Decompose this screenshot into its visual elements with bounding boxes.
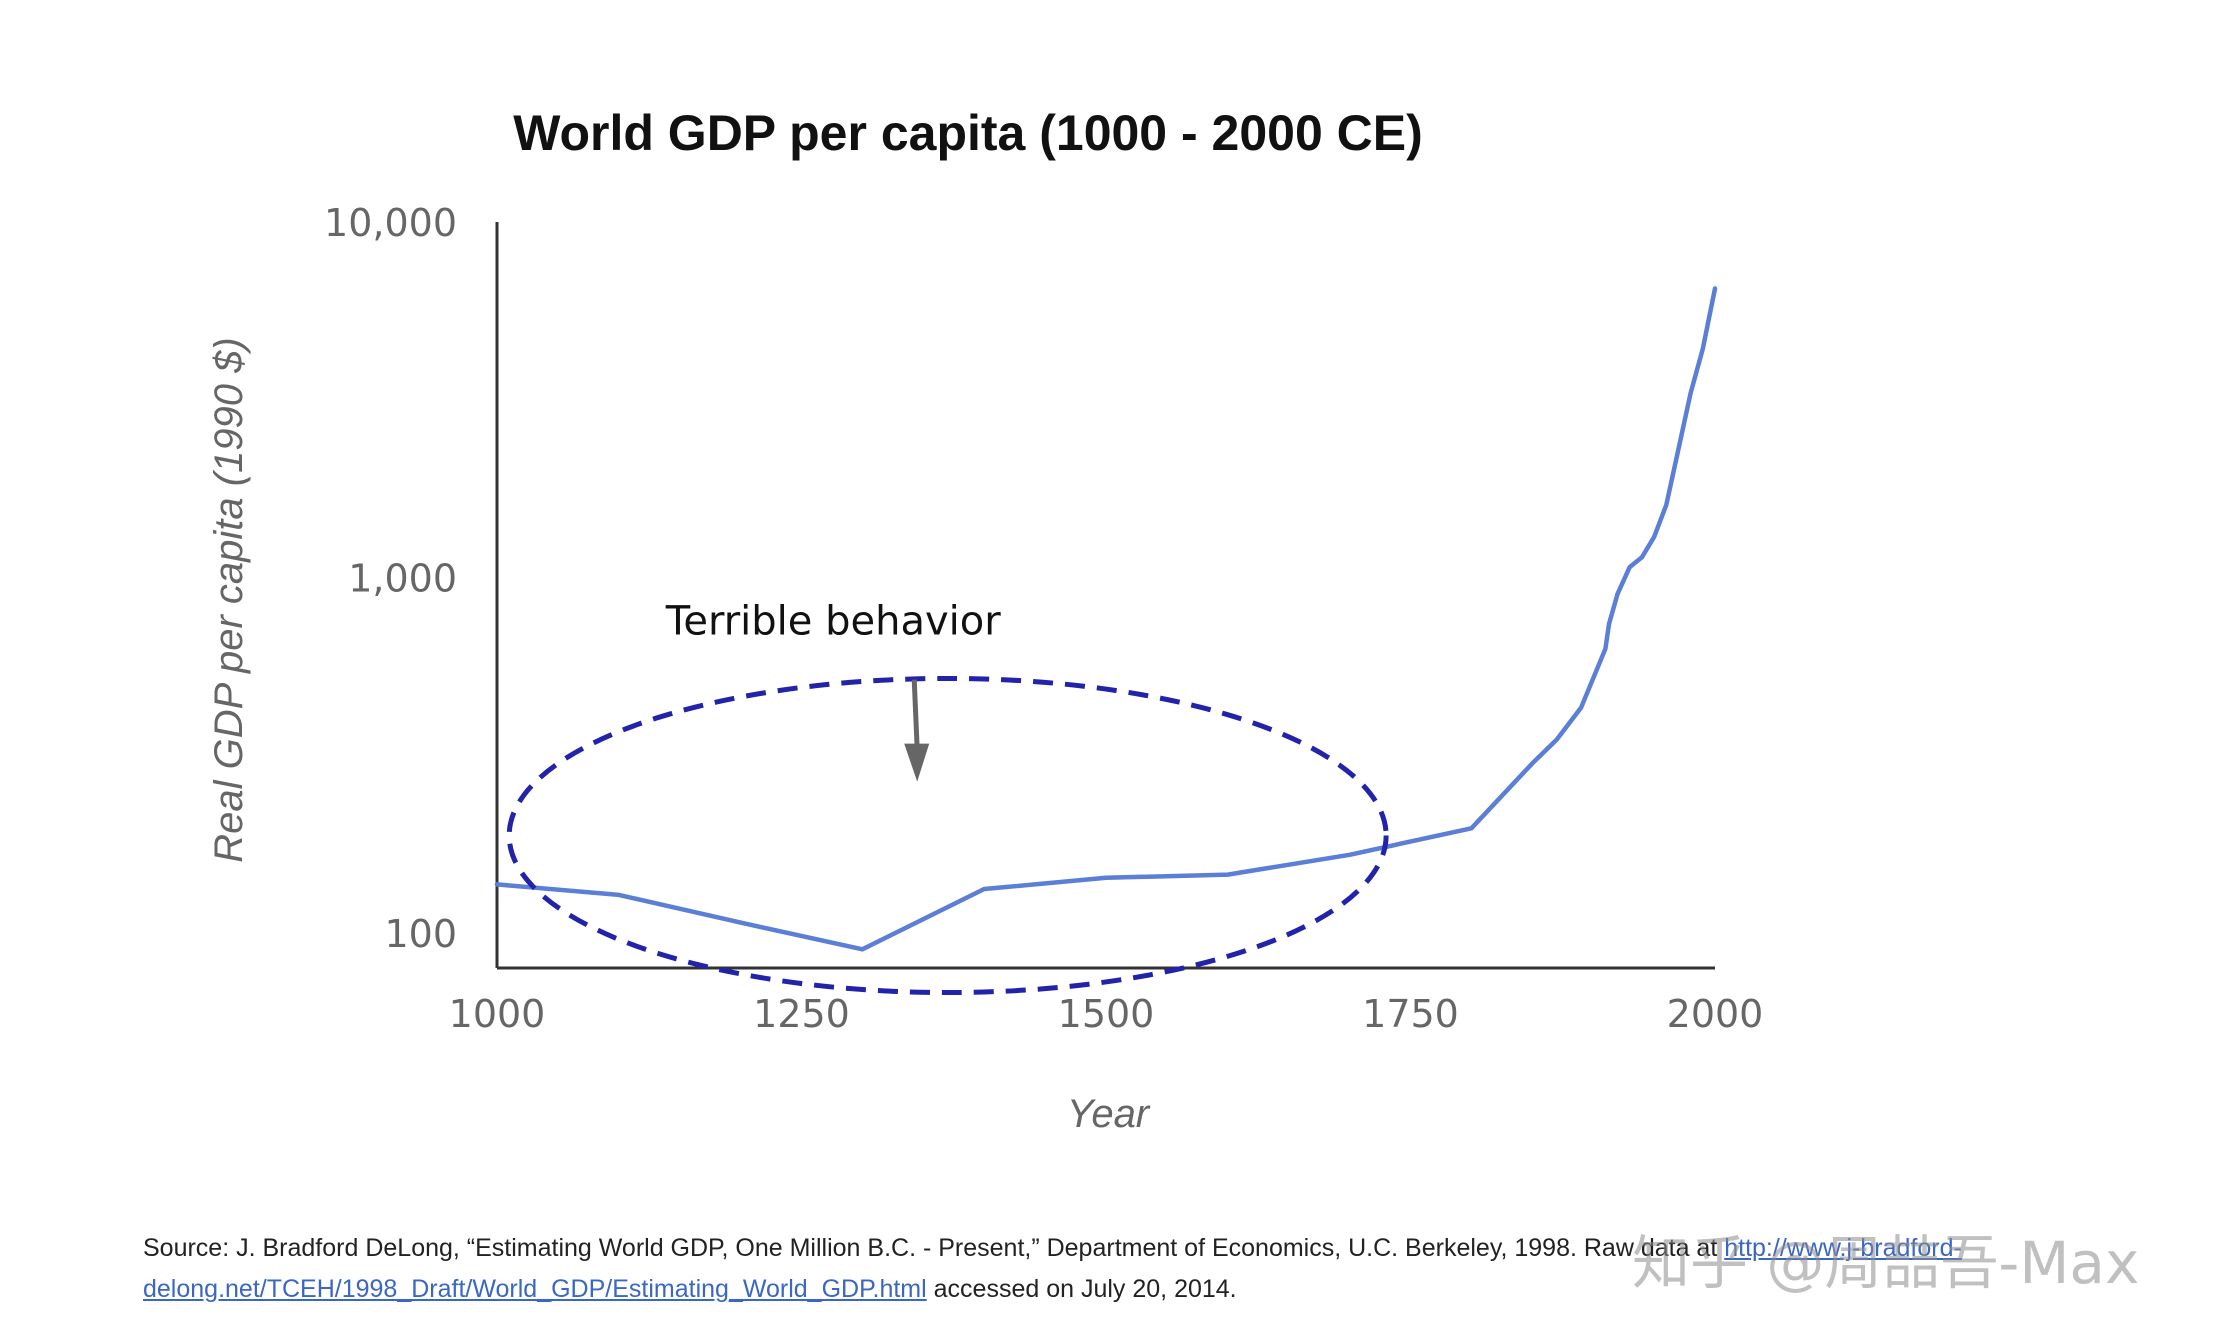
annotation-ellipse (506, 675, 1389, 996)
x-tick-label: 1750 (1362, 992, 1459, 1036)
series-line (494, 286, 1718, 952)
y-tick-label: 1,000 (348, 557, 457, 601)
annotation-arrow-shaft (911, 679, 920, 750)
series (494, 286, 1718, 952)
x-axis-title: Year (1067, 1092, 1151, 1136)
source-citation: Source: J. Bradford DeLong, “Estimating … (143, 1228, 2163, 1310)
source-accessed: accessed on July 20, 2014. (926, 1275, 1237, 1303)
source-text: Source: J. Bradford DeLong, “Estimating … (143, 1234, 1725, 1262)
y-tick-label: 100 (384, 912, 457, 956)
annotation-arrowhead (904, 743, 930, 782)
y-axis-title: Real GDP per capita (1990 $) (207, 337, 251, 862)
x-tick-label: 1000 (449, 992, 546, 1036)
x-ticks: 1000 1250 1500 1750 2000 (449, 992, 1764, 1036)
x-tick-label: 1500 (1058, 992, 1155, 1036)
x-tick-label: 2000 (1667, 992, 1764, 1036)
chart: World GDP per capita (1000 - 2000 CE) 10… (207, 105, 1764, 1136)
axes (495, 222, 1715, 970)
y-tick-label: 10,000 (324, 201, 457, 245)
chart-title: World GDP per capita (1000 - 2000 CE) (513, 105, 1423, 161)
watermark: 知乎 @周喆吾-Max (1632, 1229, 2140, 1297)
x-tick-label: 1250 (753, 992, 850, 1036)
source-link[interactable]: http://www.j-bradford-delong.net/TCEH/19… (143, 1234, 1962, 1303)
annotations: Terrible behavior (506, 599, 1389, 996)
y-ticks: 10,000 1,000 100 (324, 201, 457, 956)
annotation-label: Terrible behavior (665, 599, 1001, 645)
